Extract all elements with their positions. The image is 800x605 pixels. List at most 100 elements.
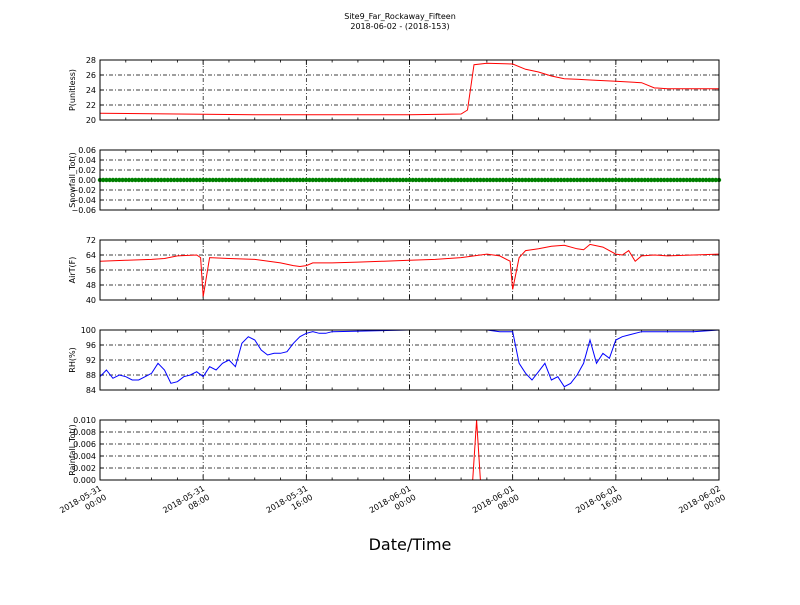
data-point <box>471 177 477 183</box>
data-point <box>565 177 570 183</box>
data-point <box>213 177 219 183</box>
data-point <box>452 177 457 183</box>
axes-frame <box>99 59 720 121</box>
data-point <box>391 177 396 183</box>
y-tick-label: −0.06 <box>71 206 96 215</box>
data-point <box>642 177 648 183</box>
y-tick-label: 28 <box>86 56 96 65</box>
y-axis-label: Snowfall_Tot() <box>68 152 77 208</box>
y-tick-label: 0.02 <box>78 166 96 175</box>
data-point <box>239 177 245 183</box>
series-line <box>99 62 719 116</box>
series-line <box>99 243 720 297</box>
data-point <box>107 177 112 183</box>
axes-frame <box>99 239 720 301</box>
data-point <box>536 177 541 183</box>
data-point <box>171 177 177 183</box>
figure-title-line2: 2018-06-02 - (2018-153) <box>350 22 449 31</box>
y-tick-label: 92 <box>86 356 96 365</box>
data-point <box>136 177 141 183</box>
data-point <box>381 177 386 183</box>
data-point <box>629 177 635 183</box>
data-point <box>603 177 609 183</box>
data-point <box>152 177 158 183</box>
series-line <box>99 329 720 388</box>
data-point <box>210 177 216 183</box>
data-point <box>500 177 506 183</box>
data-point <box>404 177 409 183</box>
data-point <box>288 177 293 183</box>
data-point <box>352 177 357 183</box>
data-point <box>326 177 332 183</box>
x-tick-label: 2018-06-0100:00 <box>368 484 418 524</box>
data-point <box>665 177 670 183</box>
data-point <box>671 177 677 183</box>
y-axis-label: RH(%) <box>68 347 77 372</box>
data-point <box>597 177 602 183</box>
data-point <box>458 177 464 183</box>
data-point <box>246 177 251 183</box>
data-point <box>204 177 209 183</box>
data-point <box>478 177 483 183</box>
y-tick-label: 0.06 <box>78 146 96 155</box>
data-point <box>168 177 174 183</box>
data-point <box>526 177 531 183</box>
data-point <box>110 177 116 183</box>
data-point <box>142 177 148 183</box>
y-tick-label: 0.008 <box>73 428 96 437</box>
data-point <box>455 177 461 183</box>
axes-frame <box>99 419 720 481</box>
data-point <box>265 177 270 183</box>
data-point <box>655 177 660 183</box>
data-point <box>133 177 138 183</box>
data-point <box>587 177 593 183</box>
data-point <box>410 177 415 183</box>
data-point <box>504 177 509 183</box>
data-point <box>113 177 119 183</box>
y-tick-label: 0.00 <box>78 176 96 185</box>
data-point <box>439 177 444 183</box>
data-point <box>416 177 422 183</box>
data-point <box>162 177 167 183</box>
data-point <box>574 177 580 183</box>
data-point <box>436 177 441 183</box>
y-tick-label: −0.02 <box>71 186 96 195</box>
data-point <box>346 177 351 183</box>
data-point <box>226 177 232 183</box>
data-point <box>371 177 377 183</box>
figure-title-line1: Site9_Far_Rockaway_Fifteen <box>344 12 456 21</box>
data-point <box>342 177 348 183</box>
data-point <box>558 177 564 183</box>
data-point <box>465 177 470 183</box>
data-point <box>304 177 309 183</box>
x-tick-label: 2018-06-0200:00 <box>677 484 727 524</box>
y-tick-label: 64 <box>86 251 96 260</box>
data-point <box>639 177 644 183</box>
data-point <box>549 177 554 183</box>
x-tick-labels: 2018-05-3100:00 2018-05-3108:00 2018-05-31… <box>58 484 727 524</box>
data-point <box>520 177 525 183</box>
y-tick-label: 72 <box>86 236 96 245</box>
data-point <box>397 177 403 183</box>
data-point <box>407 177 412 183</box>
panel-3: 40 48 56 64 72 AirT(F) <box>68 236 720 305</box>
axes-frame <box>99 149 720 211</box>
data-point <box>178 177 183 183</box>
panel-4: 84 88 92 96 100 RH(%) <box>68 326 720 395</box>
data-point <box>632 177 638 183</box>
data-point <box>262 177 267 183</box>
data-point <box>120 177 125 183</box>
y-tick-label: 56 <box>86 266 96 275</box>
data-point <box>694 177 699 183</box>
data-point <box>159 177 164 183</box>
data-point <box>297 177 303 183</box>
y-tick-label: 48 <box>86 281 96 290</box>
data-point <box>420 177 425 183</box>
data-point <box>468 177 473 183</box>
data-point <box>539 177 544 183</box>
data-point <box>394 177 399 183</box>
data-point <box>191 177 196 183</box>
data-point <box>433 177 438 183</box>
